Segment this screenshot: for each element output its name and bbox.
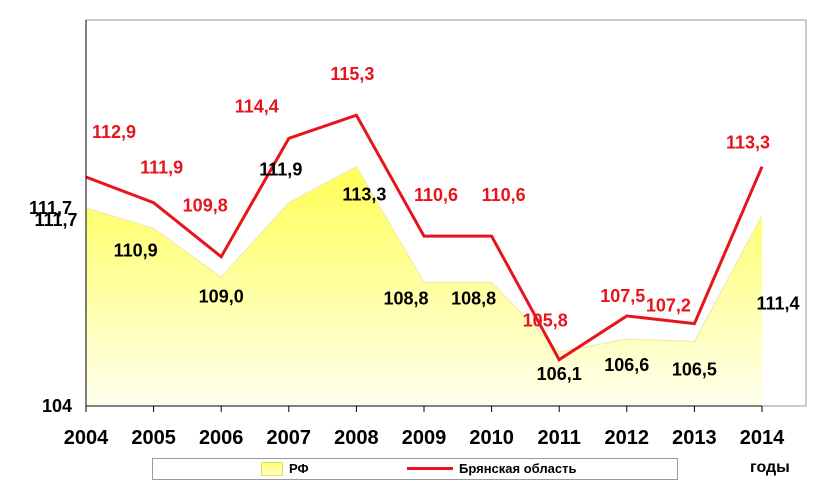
- x-tick-label: 2007: [267, 427, 312, 449]
- data-label-rf: 108,8: [383, 288, 428, 308]
- legend-label-bryansk: Брянская область: [459, 461, 577, 476]
- data-label-bryansk: 113,3: [726, 133, 770, 153]
- legend-swatch-rf: [261, 461, 283, 476]
- data-label-bryansk: 110,6: [414, 185, 458, 205]
- data-label-bryansk: 115,3: [330, 64, 374, 84]
- data-label-rf: 110,9: [114, 240, 158, 260]
- x-tick-label: 2011: [538, 427, 581, 449]
- y-tick-label: 111,7: [29, 198, 72, 218]
- legend: РФ Брянская область: [152, 458, 678, 480]
- series-area-rf-edge: [85, 165, 763, 353]
- legend-item-rf: РФ: [261, 461, 309, 476]
- data-label-bryansk: 109,8: [183, 196, 228, 216]
- data-label-bryansk: 111,9: [140, 158, 183, 178]
- x-tick-label: 2014: [740, 427, 785, 449]
- x-tick-label: 2010: [469, 427, 514, 449]
- data-label-bryansk: 112,9: [92, 122, 136, 142]
- legend-label-rf: РФ: [289, 461, 309, 476]
- data-label-bryansk: 105,8: [523, 311, 568, 331]
- data-label-rf: 106,1: [537, 364, 582, 384]
- data-label-rf: 106,5: [672, 360, 717, 380]
- x-tick-label: 2005: [131, 427, 176, 449]
- x-tick-label: 2008: [334, 427, 379, 449]
- data-label-bryansk: 110,6: [482, 185, 526, 205]
- x-tick-label: 2009: [402, 427, 447, 449]
- data-label-bryansk: 107,2: [646, 296, 691, 316]
- data-label-rf: 111,7: [34, 210, 77, 230]
- x-tick-label: 2004: [64, 427, 109, 449]
- data-label-rf: 108,8: [451, 288, 496, 308]
- series-line-bryansk: [85, 113, 764, 362]
- x-tick-label: 2013: [672, 427, 717, 449]
- legend-line-bryansk: [407, 467, 453, 470]
- data-label-rf: 106,6: [604, 355, 649, 375]
- legend-item-bryansk: Брянская область: [407, 461, 576, 476]
- data-label-rf: 113,3: [342, 185, 386, 205]
- x-tick-label: 2006: [199, 427, 244, 449]
- y-tick-label: 104: [42, 396, 72, 416]
- data-label-rf: 111,9: [259, 160, 302, 180]
- data-label-rf: 109,0: [199, 286, 244, 306]
- x-axis-title: годы: [750, 459, 790, 476]
- data-label-bryansk: 107,5: [600, 286, 645, 306]
- x-tick-label: 2012: [605, 427, 650, 449]
- data-label-rf: 111,4: [756, 294, 799, 314]
- data-label-bryansk: 114,4: [235, 96, 279, 116]
